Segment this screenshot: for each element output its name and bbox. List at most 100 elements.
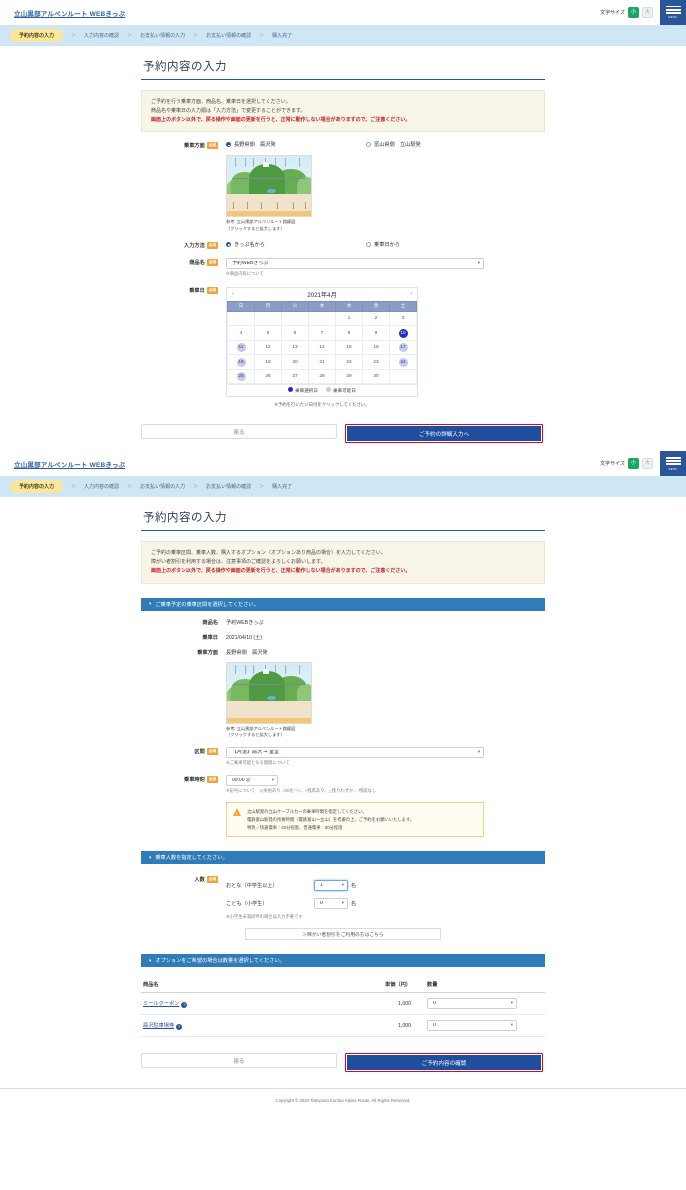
calendar-day-plain: 8	[347, 330, 351, 336]
calendar-day-cell[interactable]: 26	[254, 368, 282, 385]
font-size-small-button-2[interactable]: 小	[628, 458, 639, 470]
detail-row-direction: 乗車方面 長野県側 扇沢発	[141, 649, 545, 739]
calendar-day-cell[interactable]: 14	[308, 339, 336, 356]
child-count-select[interactable]: 0	[314, 898, 348, 910]
calendar-empty-cell	[227, 310, 255, 327]
calendar-day-cell[interactable]: 2	[362, 310, 390, 327]
calendar-day-plain: 22	[346, 359, 352, 365]
product-name-select[interactable]: 予約WEBきっぷ	[226, 257, 484, 269]
calendar-day-cell[interactable]: 17	[389, 339, 417, 356]
route-map-image-2[interactable]	[226, 661, 312, 724]
calendar-day-cell[interactable]: 12	[254, 339, 282, 356]
calendar-day-cell[interactable]: 23	[362, 354, 390, 370]
band-people-count[interactable]: ▾ 乗車人数を指定してください。	[141, 851, 545, 865]
calendar-day-cell[interactable]: 28	[308, 368, 336, 385]
option-name-link[interactable]: ミールクーポン	[143, 1001, 180, 1008]
calendar-day-cell[interactable]: 10	[389, 325, 417, 341]
next-button-2[interactable]: ご予約内容の確認	[347, 1055, 541, 1071]
calendar-day-available[interactable]: 24	[398, 357, 408, 367]
calendar-day-cell[interactable]: 5	[254, 325, 282, 341]
step-item-3[interactable]: お支払い情報の入力	[140, 33, 186, 39]
calendar-day-cell[interactable]: 16	[362, 339, 390, 356]
step-separator-icon: ＞	[127, 33, 133, 39]
date-picker-calendar[interactable]: ‹ 2021年4月 › 日 月 火 水 木 金	[226, 286, 418, 398]
calendar-next-month-button[interactable]: ›	[410, 291, 412, 298]
calendar-day-cell[interactable]: 13	[281, 339, 309, 356]
direction-label: 乗車方面	[184, 143, 205, 150]
calendar-day-available[interactable]: 25	[236, 372, 246, 382]
calendar-day-cell[interactable]: 27	[281, 368, 309, 385]
calendar-day-available[interactable]: 17	[398, 343, 408, 353]
step-item-2[interactable]: 入力内容の確認	[84, 33, 120, 39]
font-size-large-button-2[interactable]: 大	[642, 458, 653, 470]
calendar-day-cell[interactable]: 11	[227, 339, 255, 356]
direction-body: 長野県側 扇沢発 富山県側 立山駅発	[226, 141, 545, 232]
hamburger-menu-button-2[interactable]: MENU	[660, 451, 686, 477]
back-button-1[interactable]: 戻る	[141, 424, 337, 440]
calendar-day-cell[interactable]: 19	[254, 354, 282, 370]
step-separator-icon: ＞	[259, 33, 265, 39]
calendar-day-available[interactable]: 18	[236, 357, 246, 367]
chevron-down-icon: ▾	[149, 854, 152, 860]
content-wrapper-1: 予約内容の入力 ご予約を行う乗車方面、商品名、乗車日を選択してください。 商品名…	[141, 46, 545, 444]
calendar-day-cell[interactable]: 8	[335, 325, 363, 341]
site-header-2: 立山黒部アルペンルート WEBきっぷ 文字サイズ 小 大 MENU	[0, 451, 686, 477]
calendar-day-cell[interactable]: 7	[308, 325, 336, 341]
hamburger-line-icon	[665, 460, 681, 462]
calendar-day-cell[interactable]: 6	[281, 325, 309, 341]
help-icon[interactable]: ?	[176, 1023, 183, 1030]
calendar-day-cell[interactable]: 25	[227, 368, 255, 385]
calendar-day-available[interactable]: 11	[236, 343, 246, 353]
option-qty-select[interactable]: 0	[427, 998, 517, 1010]
boarding-time-select[interactable]: 09:00 ◎	[226, 775, 278, 787]
calendar-day-selected[interactable]: 10	[398, 328, 408, 338]
step-item-1b[interactable]: 予約内容の入力	[10, 480, 64, 494]
option-qty-select[interactable]: 0	[427, 1020, 517, 1032]
back-button-2[interactable]: 戻る	[141, 1053, 337, 1069]
calendar-day-cell[interactable]: 20	[281, 354, 309, 370]
step-item-4[interactable]: お支払い情報の確認	[206, 33, 252, 39]
route-map-thumbnail-2[interactable]: 参考: 立山黒部アルペンルート路線図 （クリックすると拡大します）	[226, 661, 312, 739]
site-logo-1[interactable]: 立山黒部アルペンルート WEBきっぷ	[14, 11, 126, 18]
calendar-day-cell[interactable]: 15	[335, 339, 363, 356]
disability-discount-button[interactable]: ＞障がい者割引をご利用の方はこちら	[245, 928, 441, 941]
option-name-link[interactable]: 扇沢駐車場券	[143, 1023, 175, 1030]
help-icon[interactable]: ?	[181, 1001, 188, 1008]
calendar-day-cell[interactable]: 18	[227, 354, 255, 370]
calendar-day-cell[interactable]: 24	[389, 354, 417, 370]
hamburger-menu-button-1[interactable]: MENU	[660, 0, 686, 25]
adult-count-select[interactable]: 1	[314, 880, 348, 892]
route-map-image-1[interactable]	[226, 155, 312, 218]
font-size-large-button-1[interactable]: 大	[642, 7, 653, 18]
cable-line	[233, 177, 305, 179]
calendar-day-cell[interactable]: 4	[227, 325, 255, 341]
calendar-prev-month-button[interactable]: ‹	[232, 291, 234, 298]
detail-product-label: 商品名	[202, 619, 218, 626]
calendar-day-cell[interactable]: 1	[335, 310, 363, 327]
calendar-day-cell[interactable]: 30	[362, 368, 390, 385]
route-section-select[interactable]: 【片道】扇沢 ⇒ 室堂	[226, 747, 484, 759]
product-note-link[interactable]: ※商品内容について	[226, 270, 264, 276]
step-item-5b[interactable]: 購入完了	[272, 484, 293, 491]
calendar-day-cell[interactable]: 29	[335, 368, 363, 385]
step-item-1[interactable]: 予約内容の入力	[10, 29, 64, 42]
step-item-3b[interactable]: お支払い情報の入力	[140, 484, 186, 491]
calendar-day-cell[interactable]: 9	[362, 325, 390, 341]
step-item-4b[interactable]: お支払い情報の確認	[206, 484, 252, 491]
route-map-thumbnail-1[interactable]: 参考: 立山黒部アルペンルート路線図 （クリックすると拡大します）	[226, 155, 312, 232]
calendar-day-cell[interactable]: 21	[308, 354, 336, 370]
input-method-option-date[interactable]: 乗車日から	[366, 241, 400, 248]
calendar-day-cell[interactable]: 3	[389, 310, 417, 327]
input-method-option-ticket[interactable]: きっぷ名から	[226, 241, 366, 248]
site-logo-2[interactable]: 立山黒部アルペンルート WEBきっぷ	[14, 462, 126, 470]
calendar-day-cell[interactable]: 22	[335, 354, 363, 370]
route-section-note-link[interactable]: ※ご乗車可能となる期間について	[226, 760, 290, 766]
next-button-1[interactable]: ご予約の詳細入力へ	[347, 426, 541, 442]
band-section-select[interactable]: ▾ ご乗車予定の乗車区間を選択してください。	[141, 597, 545, 611]
direction-option-nagano[interactable]: 長野県側 扇沢発	[226, 141, 366, 148]
step-item-2b[interactable]: 入力内容の確認	[84, 484, 120, 491]
direction-option-toyama[interactable]: 富山県側 立山駅発	[366, 141, 421, 148]
band-options[interactable]: ▾ オプションをご希望の場合は数量を選択してください。	[141, 954, 545, 968]
step-item-5[interactable]: 購入完了	[272, 33, 293, 39]
font-size-small-button-1[interactable]: 小	[628, 7, 639, 18]
